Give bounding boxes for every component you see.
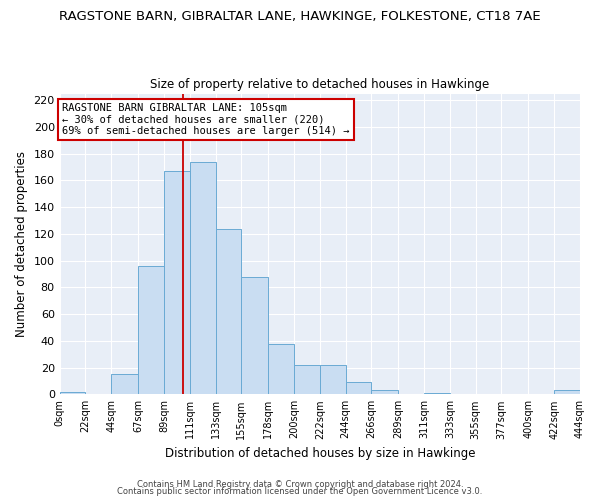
Bar	[294, 365, 320, 394]
X-axis label: Distribution of detached houses by size in Hawkinge: Distribution of detached houses by size …	[164, 447, 475, 460]
Bar	[111, 374, 138, 394]
Text: RAGSTONE BARN GIBRALTAR LANE: 105sqm
← 30% of detached houses are smaller (220)
: RAGSTONE BARN GIBRALTAR LANE: 105sqm ← 3…	[62, 103, 350, 136]
Bar	[346, 382, 371, 394]
Bar	[320, 365, 346, 394]
Text: Contains HM Land Registry data © Crown copyright and database right 2024.: Contains HM Land Registry data © Crown c…	[137, 480, 463, 489]
Bar	[241, 276, 268, 394]
Y-axis label: Number of detached properties: Number of detached properties	[15, 151, 28, 337]
Bar	[371, 390, 398, 394]
Bar	[554, 390, 580, 394]
Bar	[190, 162, 215, 394]
Title: Size of property relative to detached houses in Hawkinge: Size of property relative to detached ho…	[150, 78, 490, 91]
Bar	[215, 228, 241, 394]
Bar	[424, 393, 450, 394]
Bar	[138, 266, 164, 394]
Text: RAGSTONE BARN, GIBRALTAR LANE, HAWKINGE, FOLKESTONE, CT18 7AE: RAGSTONE BARN, GIBRALTAR LANE, HAWKINGE,…	[59, 10, 541, 23]
Bar	[268, 344, 294, 394]
Bar	[164, 171, 190, 394]
Text: Contains public sector information licensed under the Open Government Licence v3: Contains public sector information licen…	[118, 488, 482, 496]
Bar	[59, 392, 85, 394]
